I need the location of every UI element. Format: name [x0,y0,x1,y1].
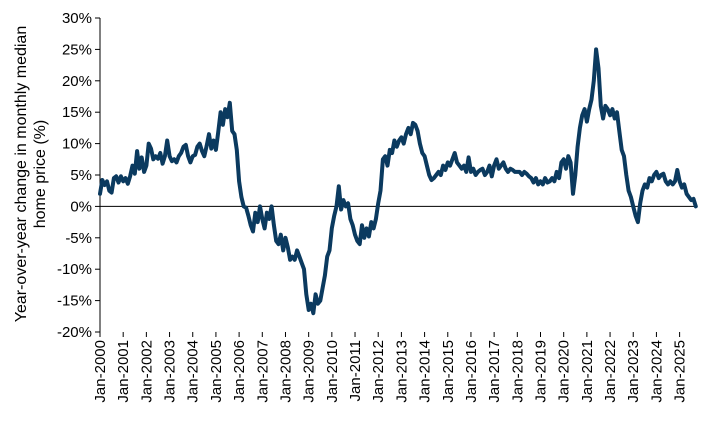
x-tick-label: Jan-2008 [277,340,294,403]
y-tick-label: 15% [62,104,92,121]
x-tick-label: Jan-2023 [625,340,642,403]
y-axis-title-line-2: home price (%) [32,120,49,228]
y-tick-label: 30% [62,10,92,27]
x-tick-label: Jan-2005 [208,340,225,403]
y-tick-label: 5% [70,167,92,184]
x-tick-label: Jan-2016 [463,340,480,403]
x-tick-label: Jan-2003 [162,340,179,403]
x-tick-label: Jan-2019 [533,340,550,403]
y-axis-title: Year-over-year change in monthly median … [13,26,49,322]
x-tick-label: Jan-2007 [254,340,271,403]
y-tick-label: 0% [70,198,92,215]
x-tick-label: Jan-2025 [672,340,689,403]
axes [99,18,697,332]
x-tick-label: Jan-2021 [579,340,596,403]
x-tick-label: Jan-2024 [648,340,665,403]
x-tick-label: Jan-2020 [556,340,573,403]
x-tick-label: Jan-2022 [602,340,619,403]
y-tick-label: -20% [57,324,92,341]
x-tick-label: Jan-2010 [324,340,341,403]
x-tick-label: Jan-2002 [138,340,155,403]
series-line [98,47,698,316]
x-tick-label: Jan-2001 [115,340,132,403]
x-tick-label: Jan-2012 [370,340,387,403]
x-tick-label: Jan-2017 [486,340,503,403]
y-tick-label: 10% [62,136,92,153]
x-tick-label: Jan-2015 [440,340,457,403]
y-tick-label: -15% [57,293,92,310]
x-tick-label: Jan-2006 [231,340,248,403]
plot-area [98,47,698,316]
x-tick-label: Jan-2000 [92,340,109,403]
x-axis: Jan-2000 Jan-2001 Jan-2002 Jan-2003 Jan-2004… [92,332,689,403]
x-tick-label: Jan-2011 [347,340,364,401]
y-axis-title-line-1: Year-over-year change in monthly median [13,26,30,322]
x-tick-label: Jan-2009 [301,340,318,403]
x-tick-label: Jan-2004 [185,340,202,403]
x-tick-label: Jan-2013 [393,340,410,403]
y-tick-label: 25% [62,41,92,58]
y-tick-label: 20% [62,73,92,90]
x-tick-label: Jan-2014 [417,340,434,403]
x-tick-label: Jan-2018 [509,340,526,403]
y-tick-label: -10% [57,261,92,278]
y-axis: 30% 25% 20% 15% 10% 5% 0% -5% -10% -15% -20% [57,10,100,341]
y-tick-label: -5% [65,230,92,247]
